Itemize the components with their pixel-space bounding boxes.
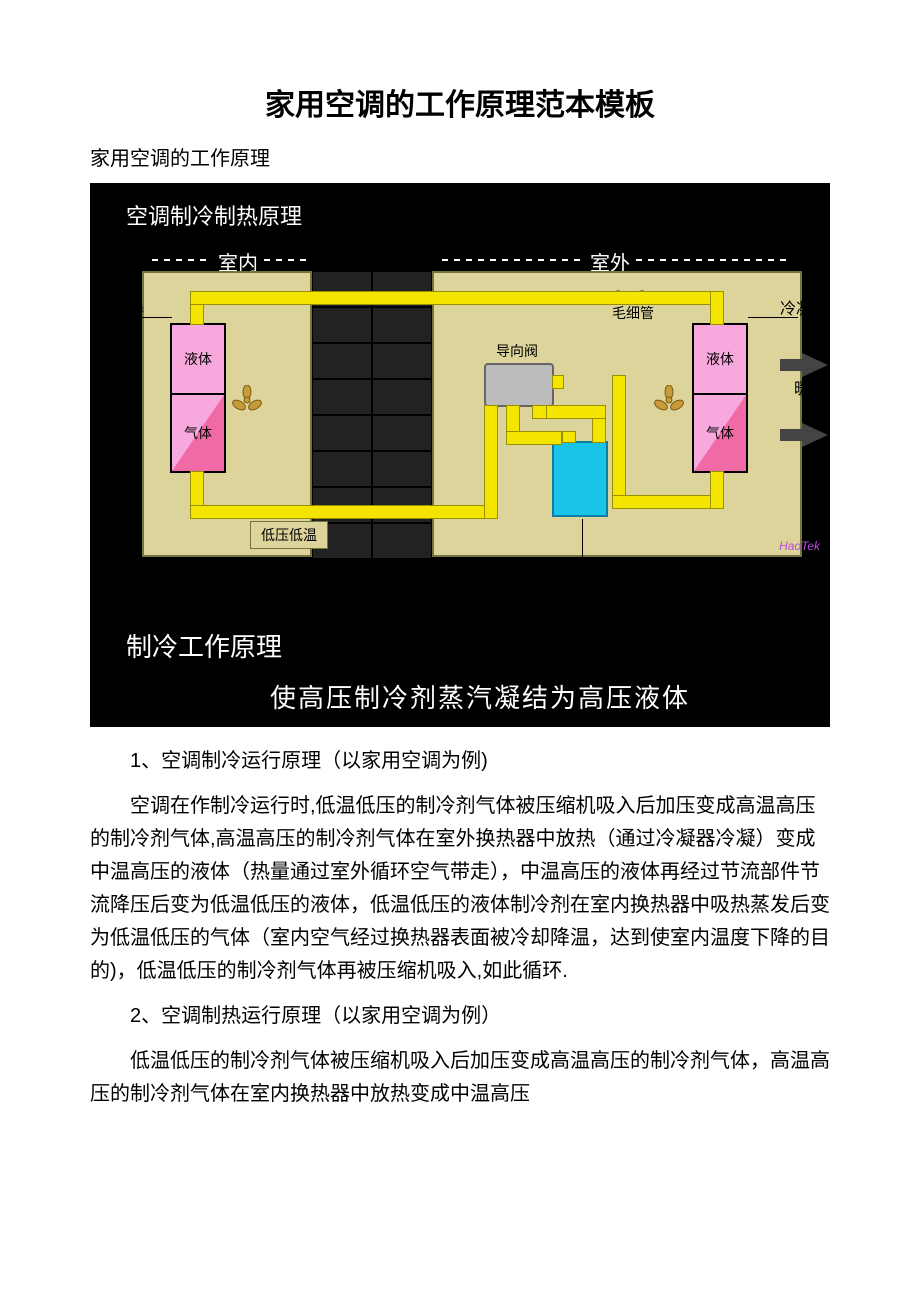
diagram-canvas: 室内 室外 蒸发器 液体 气体 冷凝器 液体 气体: [92, 245, 828, 615]
evap-gas-label: 气体: [184, 423, 212, 443]
doc-subtitle: 家用空调的工作原理: [90, 142, 830, 171]
guide-valve: [484, 363, 554, 407]
section-1-body: 空调在作制冷运行时,低温低压的制冷剂气体被压缩机吸入后加压变成高温高压的制冷剂气…: [90, 790, 830, 988]
diagram-section-title: 制冷工作原理: [92, 615, 828, 664]
diagram-header: 空调制冷制热原理: [92, 185, 828, 245]
section-2-heading: 2、空调制热运行原理（以家用空调为例）: [90, 1000, 830, 1033]
cond-gas-label: 气体: [706, 423, 734, 443]
condenser-label: 冷凝器: [780, 295, 828, 319]
outdoor-fan-icon: [654, 385, 684, 415]
compressor-label: 压缩机: [560, 565, 608, 589]
capillary-label: 毛细管: [612, 303, 654, 323]
evaporator-label: 蒸发器: [96, 295, 144, 319]
section-2-body: 低温低压的制冷剂气体被压缩机吸入后加压变成高温高压的制冷剂气体，高温高压的制冷剂…: [90, 1045, 830, 1111]
low-temp-label: 低压低温: [250, 521, 328, 549]
evap-liquid-label: 液体: [172, 325, 224, 395]
condenser-unit: 液体 气体: [692, 323, 748, 473]
body-text: 1、空调制冷运行原理（以家用空调为例) 空调在作制冷运行时,低温低压的制冷剂气体…: [90, 745, 830, 1111]
warm-air-label: 暖风: [794, 375, 826, 399]
indoor-fan-icon: [232, 385, 262, 415]
guide-valve-label: 导向阀: [496, 341, 538, 361]
section-1-heading: 1、空调制冷运行原理（以家用空调为例): [90, 745, 830, 778]
diagram-caption: 使高压制冷剂蒸汽凝结为高压液体: [92, 664, 828, 725]
warm-air-arrow-icon: [802, 423, 828, 447]
compressor: [552, 441, 608, 517]
doc-title: 家用空调的工作原理范本模板: [90, 80, 830, 124]
warm-air-arrow-icon: [802, 353, 828, 377]
ac-principle-diagram: 空调制冷制热原理 室内 室外 蒸发器 液体 气体 冷凝器: [90, 183, 830, 727]
watermark: HaoTek: [779, 539, 820, 553]
cond-liquid-label: 液体: [694, 325, 746, 395]
evaporator-unit: 液体 气体: [170, 323, 226, 473]
